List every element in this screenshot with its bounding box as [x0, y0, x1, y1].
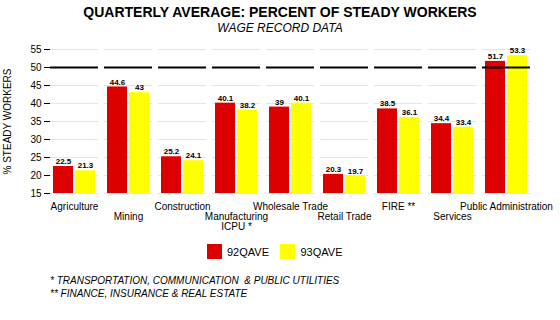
svg-text:24.1: 24.1 — [186, 151, 202, 160]
svg-text:15: 15 — [30, 188, 42, 199]
svg-text:40: 40 — [30, 98, 42, 109]
svg-text:40.1: 40.1 — [294, 94, 310, 103]
svg-text:22.5: 22.5 — [56, 157, 72, 166]
svg-text:Construction: Construction — [154, 201, 210, 212]
svg-text:50: 50 — [30, 62, 42, 73]
svg-text:36.1: 36.1 — [402, 108, 418, 117]
svg-text:Mining: Mining — [114, 211, 143, 222]
svg-text:25.2: 25.2 — [164, 147, 180, 156]
svg-text:Public Administration: Public Administration — [460, 201, 553, 212]
svg-text:55: 55 — [30, 44, 42, 55]
svg-text:FIRE **: FIRE ** — [382, 201, 415, 212]
svg-text:38.5: 38.5 — [380, 99, 396, 108]
svg-text:20.3: 20.3 — [326, 165, 342, 174]
svg-text:25: 25 — [30, 152, 42, 163]
svg-text:20: 20 — [30, 170, 42, 181]
svg-text:33.4: 33.4 — [456, 118, 472, 127]
svg-text:Wholesale Trade: Wholesale Trade — [253, 200, 328, 212]
svg-text:ManufacturingICPU *: ManufacturingICPU * — [205, 211, 268, 232]
svg-text:53.3: 53.3 — [510, 46, 526, 55]
svg-text:% STEADY WORKERS: % STEADY WORKERS — [2, 68, 13, 174]
html-text:QUARTERLY AVERAGE: PERCENT OF: QUARTERLY AVERAGE: PERCENT OF STEADY WOR… — [83, 4, 477, 20]
svg-text:30: 30 — [30, 134, 42, 145]
svg-text:21.3: 21.3 — [78, 161, 94, 170]
svg-text:Services: Services — [433, 211, 471, 222]
svg-text:34.4: 34.4 — [434, 114, 450, 123]
svg-text:45: 45 — [30, 80, 42, 91]
html-text:92QAVE: 92QAVE — [227, 245, 269, 258]
svg-text:19.7: 19.7 — [348, 167, 364, 176]
svg-text:44.6: 44.6 — [110, 78, 126, 87]
svg-text:40.1: 40.1 — [218, 94, 234, 103]
svg-text:39: 39 — [275, 98, 284, 107]
svg-text:Agriculture: Agriculture — [51, 201, 99, 212]
html-text:93QAVE: 93QAVE — [300, 245, 343, 258]
html-text:* TRANSPORTATION, COMMUNICATIO: * TRANSPORTATION, COMMUNICATION & PUBLIC… — [50, 274, 340, 286]
html-text:** FINANCE, INSURANCE & REAL E: ** FINANCE, INSURANCE & REAL ESTATE — [50, 287, 248, 299]
html-text:WAGE RECORD DATA: WAGE RECORD DATA — [217, 21, 343, 35]
svg-text:38.2: 38.2 — [240, 101, 256, 110]
svg-text:43: 43 — [135, 83, 144, 92]
svg-text:51.7: 51.7 — [488, 52, 504, 61]
svg-text:35: 35 — [30, 116, 42, 127]
svg-text:Retail Trade: Retail Trade — [318, 211, 372, 222]
